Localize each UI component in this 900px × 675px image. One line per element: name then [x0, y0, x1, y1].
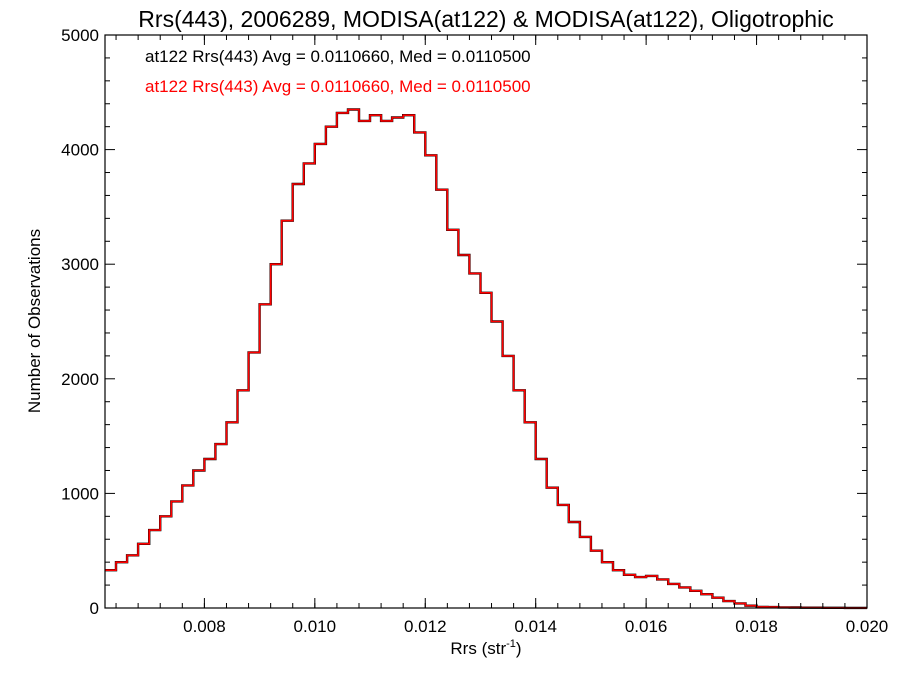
series-layer [105, 108, 867, 610]
x-axis-label-superscript: -1 [506, 638, 516, 650]
x-axis-label-end: ) [516, 639, 522, 658]
x-axis-label-main: Rrs (str [450, 639, 506, 658]
x-tick-label: 0.016 [625, 617, 668, 636]
y-axis-label: Number of Observations [25, 229, 44, 413]
y-tick-label: 0 [90, 599, 99, 618]
x-axis-label: Rrs (str-1) [450, 638, 521, 658]
series-line-red [105, 108, 867, 609]
x-tick-label: 0.010 [294, 617, 337, 636]
y-tick-label: 3000 [61, 255, 99, 274]
series-line-black [105, 108, 867, 610]
x-tick-label: 0.018 [735, 617, 778, 636]
plot-frame [104, 34, 868, 609]
annotation-red: at122 Rrs(443) Avg = 0.0110660, Med = 0.… [145, 77, 531, 96]
annotation-black: at122 Rrs(443) Avg = 0.0110660, Med = 0.… [145, 47, 531, 66]
x-tick-label: 0.012 [404, 617, 447, 636]
y-tick-label: 1000 [61, 484, 99, 503]
x-tick-label: 0.014 [514, 617, 557, 636]
axis-layer: 0.008 0.010 0.012 0.014 0.016 0.018 0.020 0 1000… [61, 26, 888, 636]
y-tick-label: 2000 [61, 370, 99, 389]
y-tick-label: 5000 [61, 26, 99, 45]
x-tick-label: 0.020 [846, 617, 889, 636]
x-tick-label: 0.008 [183, 617, 226, 636]
chart-title: Rrs(443), 2006289, MODISA(at122) & MODIS… [138, 6, 833, 32]
y-tick-label: 4000 [61, 141, 99, 160]
